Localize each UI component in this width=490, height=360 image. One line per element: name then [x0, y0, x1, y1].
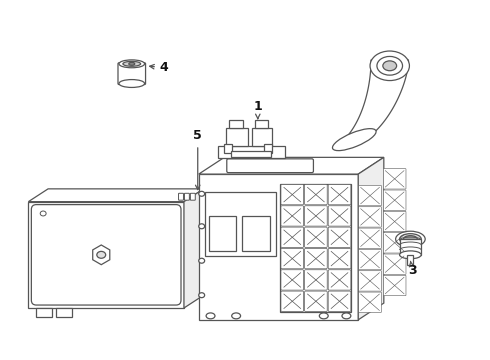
FancyBboxPatch shape	[305, 206, 327, 226]
Bar	[56, 308, 72, 317]
Ellipse shape	[395, 231, 425, 247]
Ellipse shape	[199, 224, 205, 229]
Bar	[242, 216, 270, 251]
Bar	[36, 308, 52, 317]
Polygon shape	[358, 157, 384, 320]
Bar	[28, 202, 184, 308]
Ellipse shape	[404, 236, 417, 243]
FancyBboxPatch shape	[227, 159, 314, 172]
Ellipse shape	[129, 62, 135, 65]
FancyBboxPatch shape	[190, 193, 196, 200]
FancyBboxPatch shape	[31, 204, 181, 305]
Bar	[399, 239, 421, 255]
Ellipse shape	[332, 129, 376, 150]
Text: 2: 2	[388, 50, 397, 63]
FancyBboxPatch shape	[383, 254, 406, 274]
FancyBboxPatch shape	[359, 271, 381, 291]
Ellipse shape	[232, 313, 241, 319]
Bar	[226, 128, 248, 145]
Bar	[219, 145, 285, 158]
FancyBboxPatch shape	[305, 227, 327, 247]
Bar	[209, 216, 236, 251]
FancyBboxPatch shape	[359, 292, 381, 312]
FancyBboxPatch shape	[281, 206, 304, 226]
FancyBboxPatch shape	[305, 291, 327, 311]
Ellipse shape	[199, 191, 205, 196]
Ellipse shape	[342, 313, 351, 319]
Ellipse shape	[97, 251, 106, 258]
Polygon shape	[184, 189, 204, 308]
Bar	[280, 184, 351, 312]
FancyBboxPatch shape	[328, 248, 351, 269]
FancyBboxPatch shape	[281, 291, 304, 311]
FancyBboxPatch shape	[328, 270, 351, 290]
FancyBboxPatch shape	[359, 228, 381, 248]
FancyBboxPatch shape	[281, 248, 304, 269]
Polygon shape	[28, 189, 204, 202]
Bar	[224, 144, 232, 153]
FancyBboxPatch shape	[305, 248, 327, 269]
Ellipse shape	[399, 251, 421, 259]
Ellipse shape	[119, 80, 145, 87]
Ellipse shape	[123, 61, 141, 66]
Ellipse shape	[206, 313, 215, 319]
FancyBboxPatch shape	[383, 211, 406, 232]
Bar	[199, 174, 358, 320]
Bar	[229, 120, 243, 128]
Ellipse shape	[377, 57, 402, 75]
Text: 4: 4	[150, 61, 169, 74]
FancyBboxPatch shape	[383, 169, 406, 189]
Polygon shape	[199, 157, 384, 174]
Ellipse shape	[319, 313, 328, 319]
FancyBboxPatch shape	[383, 190, 406, 210]
FancyBboxPatch shape	[305, 270, 327, 290]
Bar	[264, 144, 271, 153]
Text: 1: 1	[253, 100, 262, 119]
Polygon shape	[333, 60, 409, 148]
Bar	[255, 120, 268, 128]
Ellipse shape	[40, 211, 46, 216]
FancyBboxPatch shape	[328, 184, 351, 205]
Bar	[252, 128, 271, 145]
FancyBboxPatch shape	[359, 185, 381, 206]
FancyBboxPatch shape	[305, 184, 327, 205]
Bar	[205, 192, 275, 256]
Ellipse shape	[370, 51, 410, 81]
FancyBboxPatch shape	[383, 275, 406, 296]
Ellipse shape	[199, 258, 205, 263]
FancyBboxPatch shape	[178, 193, 183, 200]
FancyBboxPatch shape	[359, 249, 381, 270]
Ellipse shape	[119, 60, 145, 68]
FancyBboxPatch shape	[359, 207, 381, 227]
FancyBboxPatch shape	[281, 227, 304, 247]
Ellipse shape	[199, 293, 205, 298]
FancyBboxPatch shape	[118, 63, 146, 85]
FancyBboxPatch shape	[383, 233, 406, 253]
FancyBboxPatch shape	[328, 291, 351, 311]
Text: 5: 5	[194, 129, 202, 190]
FancyBboxPatch shape	[328, 206, 351, 226]
FancyBboxPatch shape	[281, 184, 304, 205]
FancyBboxPatch shape	[328, 227, 351, 247]
FancyBboxPatch shape	[281, 270, 304, 290]
Text: 3: 3	[408, 261, 416, 277]
FancyBboxPatch shape	[184, 193, 189, 200]
Ellipse shape	[383, 61, 396, 71]
Bar	[231, 152, 270, 157]
Ellipse shape	[399, 234, 421, 244]
Bar	[408, 255, 414, 265]
